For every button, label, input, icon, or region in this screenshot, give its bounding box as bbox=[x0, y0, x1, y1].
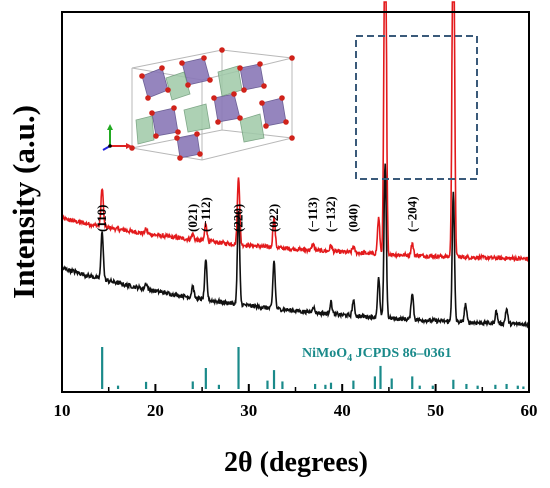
series-layer bbox=[61, 1, 530, 329]
peak-label: (−204) bbox=[404, 196, 419, 232]
zoom-highlight-box bbox=[355, 35, 478, 180]
crystal-structure-inset bbox=[102, 47, 295, 161]
peak-label: (−112) bbox=[198, 197, 213, 232]
reference-sticks bbox=[101, 347, 525, 389]
peak-label: (−132) bbox=[323, 196, 338, 232]
x-tick-label: 60 bbox=[521, 401, 538, 420]
peak-label: (220) bbox=[231, 204, 246, 232]
x-axis-ticks: 10 20 30 40 50 60 bbox=[54, 384, 538, 420]
y-axis-title: Intensity (a.u.) bbox=[6, 105, 41, 299]
peak-label: (022) bbox=[266, 204, 281, 232]
x-tick-label: 10 bbox=[54, 401, 71, 420]
x-tick-label: 20 bbox=[147, 401, 164, 420]
peak-labels: (110) (021)(−112) (220) (022) (−113) (−132) (0… bbox=[94, 196, 419, 232]
xrd-series-line bbox=[61, 163, 530, 329]
peak-label: (040) bbox=[345, 204, 360, 232]
xrd-series-line bbox=[61, 1, 530, 263]
axes-triad-icon bbox=[102, 124, 132, 151]
x-axis-title: 2θ (degrees) bbox=[224, 447, 368, 478]
peak-label: (021) bbox=[185, 204, 200, 232]
peak-label: (−113) bbox=[305, 197, 320, 232]
x-tick-label: 30 bbox=[240, 401, 257, 420]
x-tick-label: 50 bbox=[427, 401, 444, 420]
reference-label: NiMoO4 JCPDS 86–0361 bbox=[302, 346, 452, 364]
peak-label: (110) bbox=[94, 205, 109, 232]
x-tick-label: 40 bbox=[334, 401, 351, 420]
